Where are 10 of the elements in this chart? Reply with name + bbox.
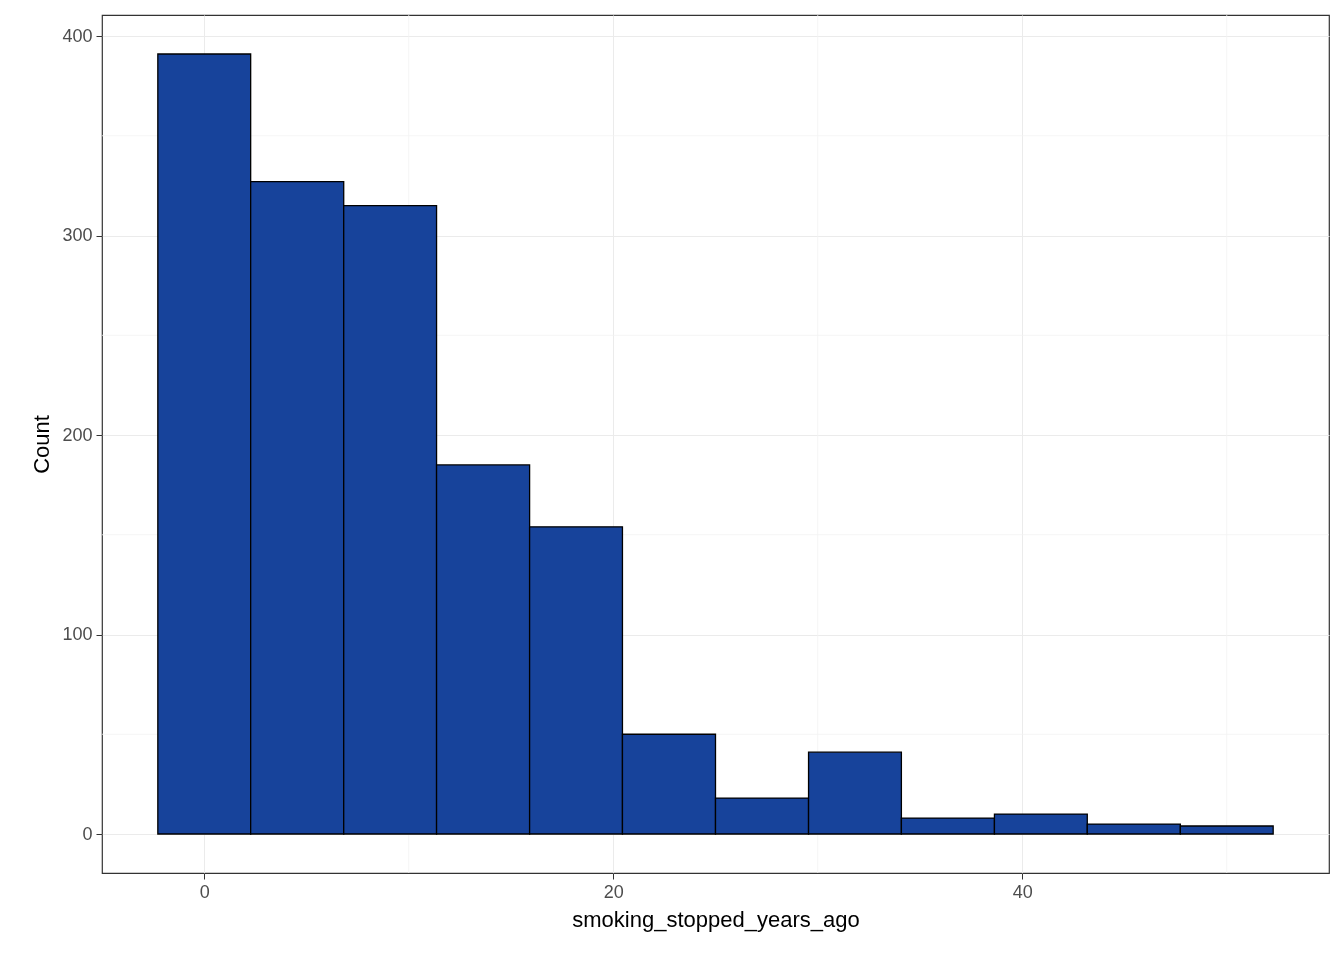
y-tick-label: 200 xyxy=(62,424,93,445)
x-axis-title: smoking_stopped_years_ago xyxy=(572,906,860,932)
x-tick-label: 20 xyxy=(603,881,624,902)
y-tick-label: 400 xyxy=(62,25,93,46)
x-tick-label: 0 xyxy=(199,881,210,902)
y-axis-title: Count xyxy=(29,415,55,474)
y-tick-label: 300 xyxy=(62,225,93,246)
y-tick-label: 0 xyxy=(82,823,93,844)
y-tick-label: 100 xyxy=(62,624,93,645)
x-tick-label: 40 xyxy=(1012,881,1033,902)
